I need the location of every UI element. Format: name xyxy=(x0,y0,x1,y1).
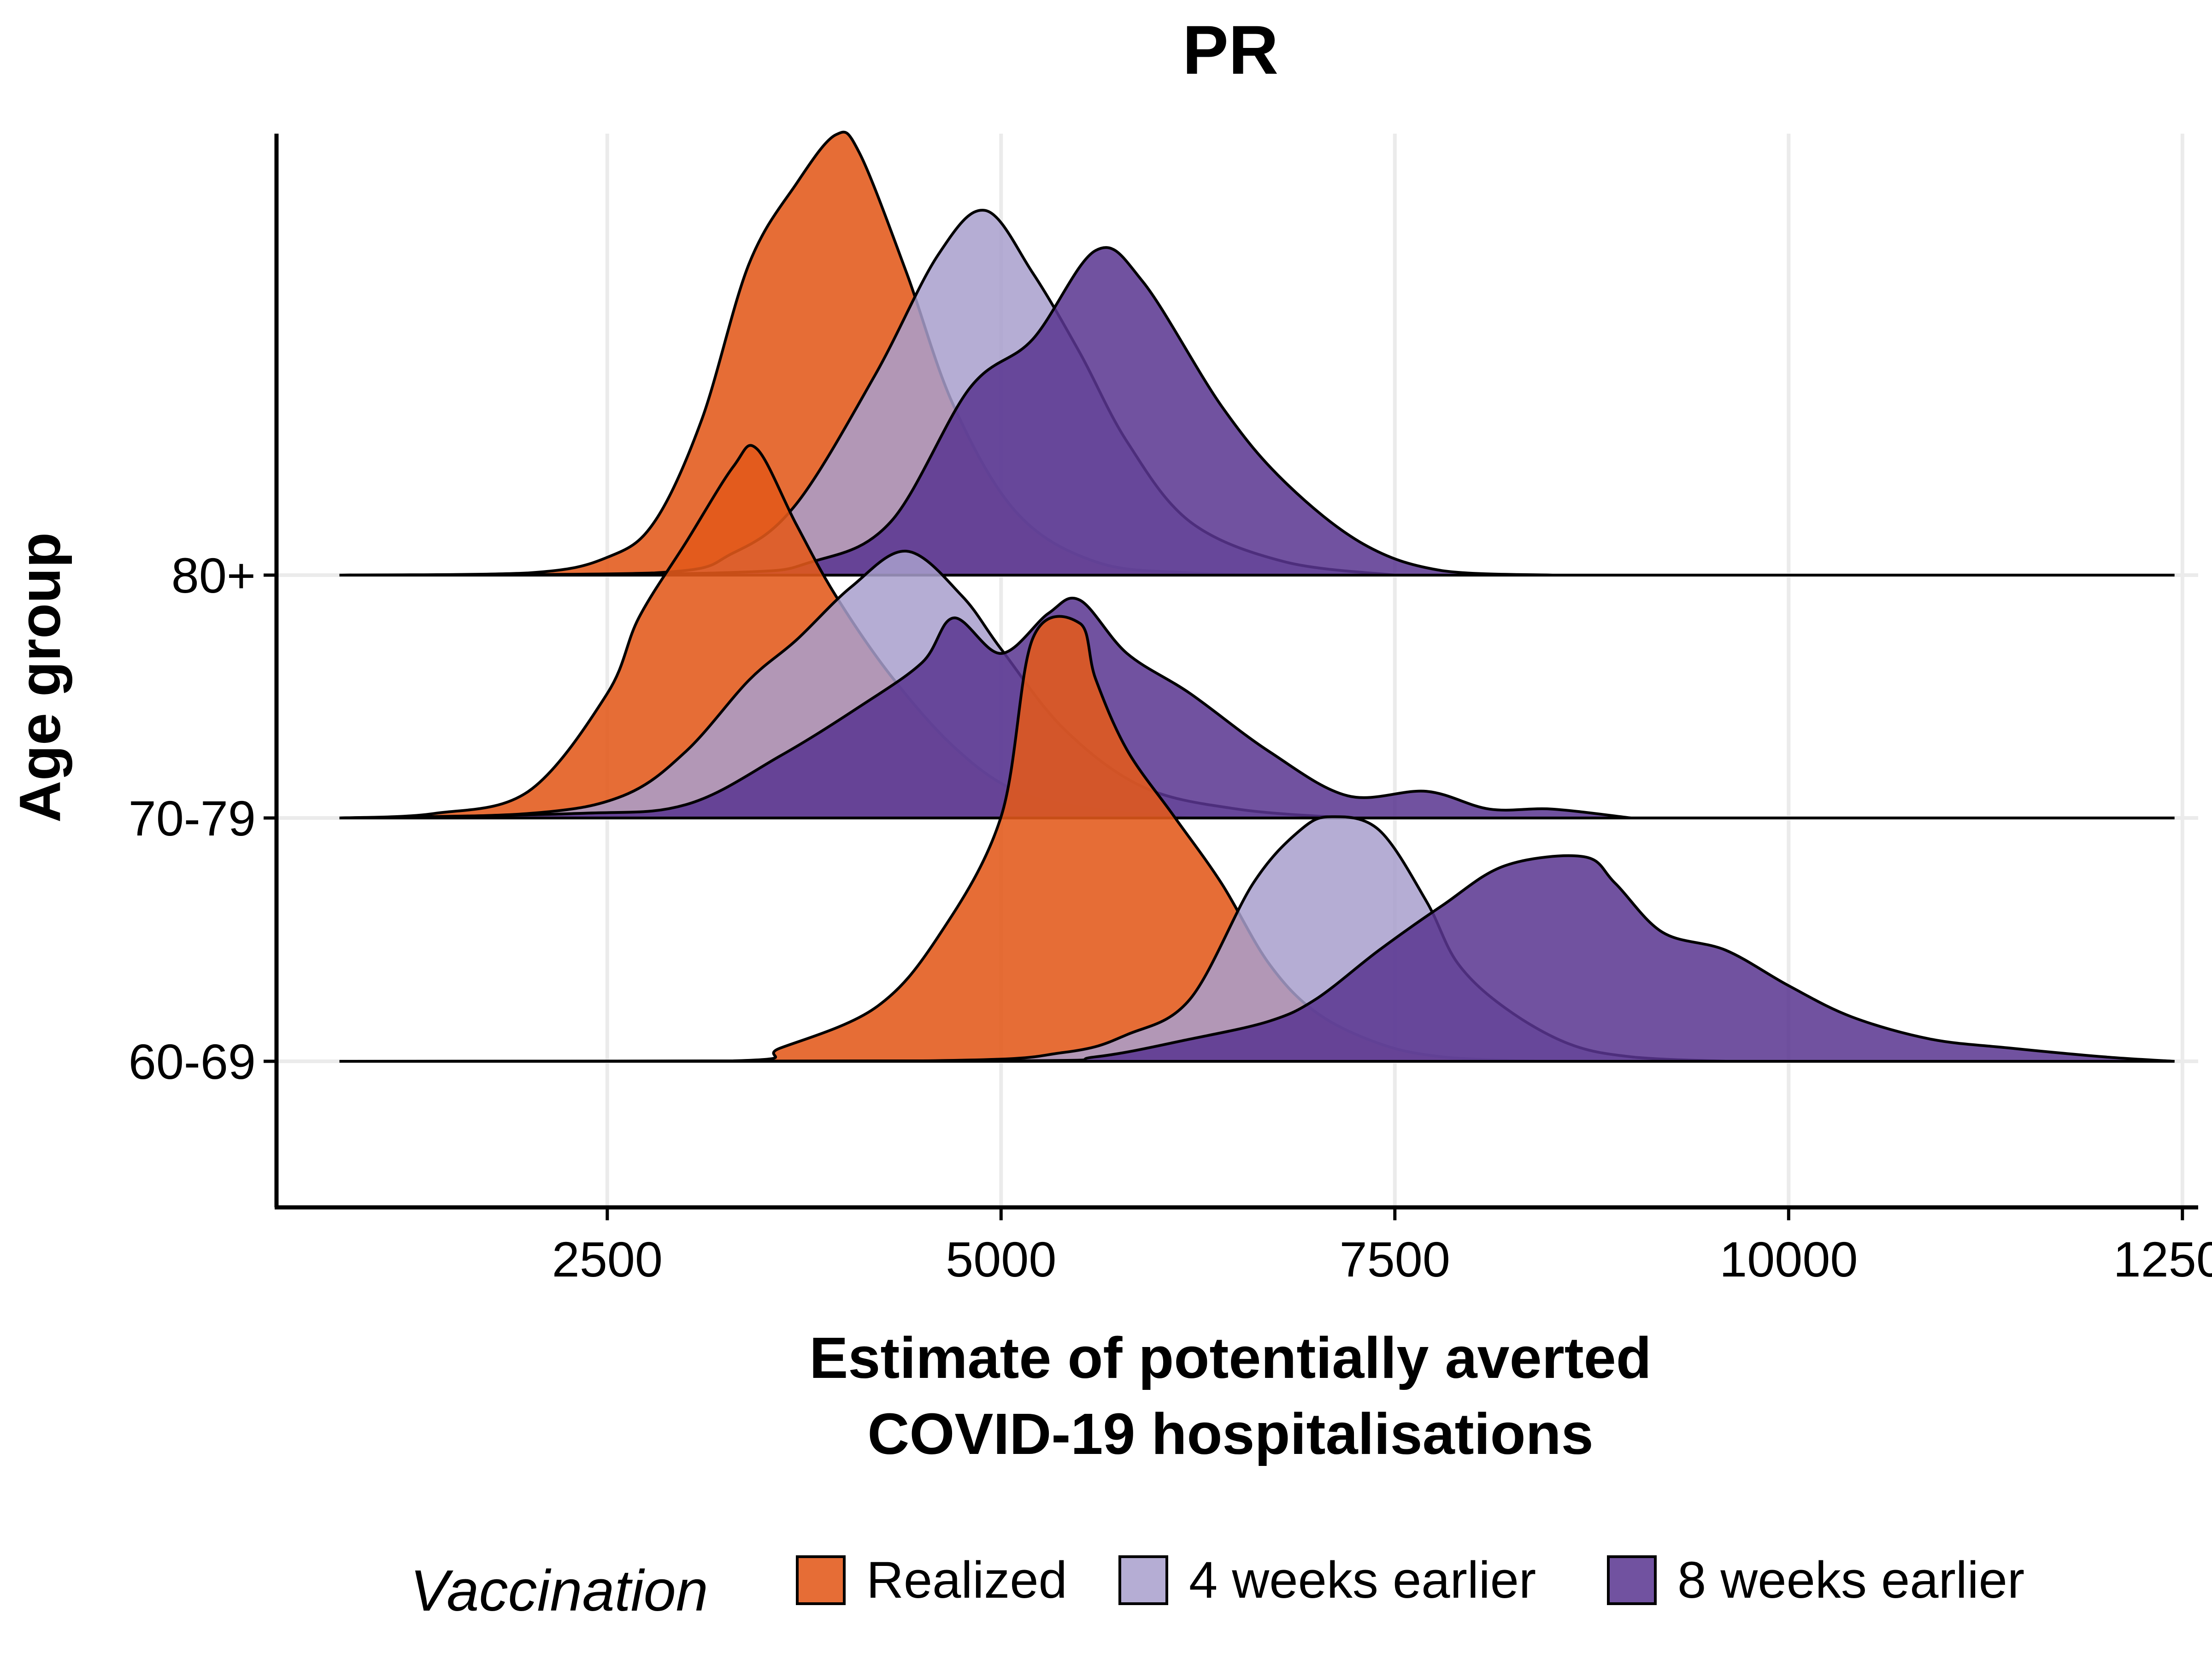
x-tick-label-5000: 5000 xyxy=(946,1231,1056,1287)
x-tick-label-12500: 12500 xyxy=(2113,1231,2212,1287)
ridge-fill-60-69-8-weeks-earlier xyxy=(339,855,2175,1061)
y-axis-title: Age group xyxy=(7,532,72,823)
ridge-fill-80+-8-weeks-earlier xyxy=(339,247,1553,575)
ridge-group-70-79 xyxy=(339,444,2175,819)
density-ridges xyxy=(339,130,2175,1063)
y-tick-label-70-79: 70-79 xyxy=(129,790,256,846)
legend: Vaccination Realized 4 weeks earlier 8 wee… xyxy=(410,1551,2024,1623)
legend-key-8-weeks-earlier xyxy=(1607,1555,1657,1605)
legend-title: Vaccination xyxy=(410,1558,708,1623)
y-tick-label-60-69: 60-69 xyxy=(129,1034,256,1089)
axes: 2500 5000 7500 10000 12500 60-69 70-79 80+ xyxy=(129,134,2212,1287)
y-tick-label-80+: 80+ xyxy=(171,547,256,603)
x-tick-label-7500: 7500 xyxy=(1340,1231,1450,1287)
ridge-fill-80+-realized xyxy=(339,132,1316,575)
ridge-fill-70-79-4-weeks-earlier xyxy=(339,551,1348,818)
x-tick-label-2500: 2500 xyxy=(552,1231,663,1287)
ridge-group-60-69 xyxy=(339,615,2175,1063)
legend-key-realized xyxy=(796,1555,846,1605)
chart-title: PR xyxy=(1182,11,1278,88)
x-tick-label-10000: 10000 xyxy=(1719,1231,1858,1287)
ridge-line-70-79-8-weeks-earlier xyxy=(339,596,1631,819)
x-axis-title-line-1: Estimate of potentially averted xyxy=(809,1325,1652,1390)
legend-label-8-weeks-earlier: 8 weeks earlier xyxy=(1677,1551,2024,1609)
ridge-fill-70-79-8-weeks-earlier xyxy=(339,598,1631,818)
legend-label-4-weeks-earlier: 4 weeks earlier xyxy=(1189,1551,1536,1609)
legend-label-realized: Realized xyxy=(866,1551,1067,1609)
x-axis-title-line-2: COVID-19 hospitalisations xyxy=(867,1401,1593,1466)
ridge-fill-70-79-realized xyxy=(339,445,1190,818)
legend-key-4-weeks-earlier xyxy=(1118,1555,1168,1605)
